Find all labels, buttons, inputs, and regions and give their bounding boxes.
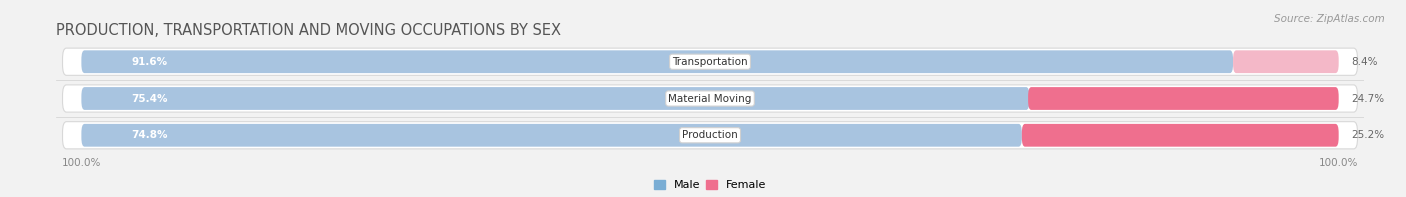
Text: 91.6%: 91.6% <box>132 57 167 67</box>
FancyBboxPatch shape <box>82 124 1022 147</box>
Legend: Male, Female: Male, Female <box>654 180 766 190</box>
Text: 8.4%: 8.4% <box>1351 57 1378 67</box>
FancyBboxPatch shape <box>62 48 1358 75</box>
Text: Production: Production <box>682 130 738 140</box>
Text: 24.7%: 24.7% <box>1351 94 1385 103</box>
FancyBboxPatch shape <box>62 85 1358 112</box>
Text: 74.8%: 74.8% <box>132 130 169 140</box>
FancyBboxPatch shape <box>62 122 1358 149</box>
FancyBboxPatch shape <box>1233 50 1339 73</box>
FancyBboxPatch shape <box>1028 87 1339 110</box>
FancyBboxPatch shape <box>1022 124 1339 147</box>
FancyBboxPatch shape <box>82 50 1233 73</box>
Text: Material Moving: Material Moving <box>668 94 752 103</box>
Text: 25.2%: 25.2% <box>1351 130 1385 140</box>
FancyBboxPatch shape <box>82 87 1029 110</box>
Text: Transportation: Transportation <box>672 57 748 67</box>
Text: Source: ZipAtlas.com: Source: ZipAtlas.com <box>1274 14 1385 24</box>
Text: PRODUCTION, TRANSPORTATION AND MOVING OCCUPATIONS BY SEX: PRODUCTION, TRANSPORTATION AND MOVING OC… <box>56 23 561 38</box>
Text: 75.4%: 75.4% <box>132 94 169 103</box>
